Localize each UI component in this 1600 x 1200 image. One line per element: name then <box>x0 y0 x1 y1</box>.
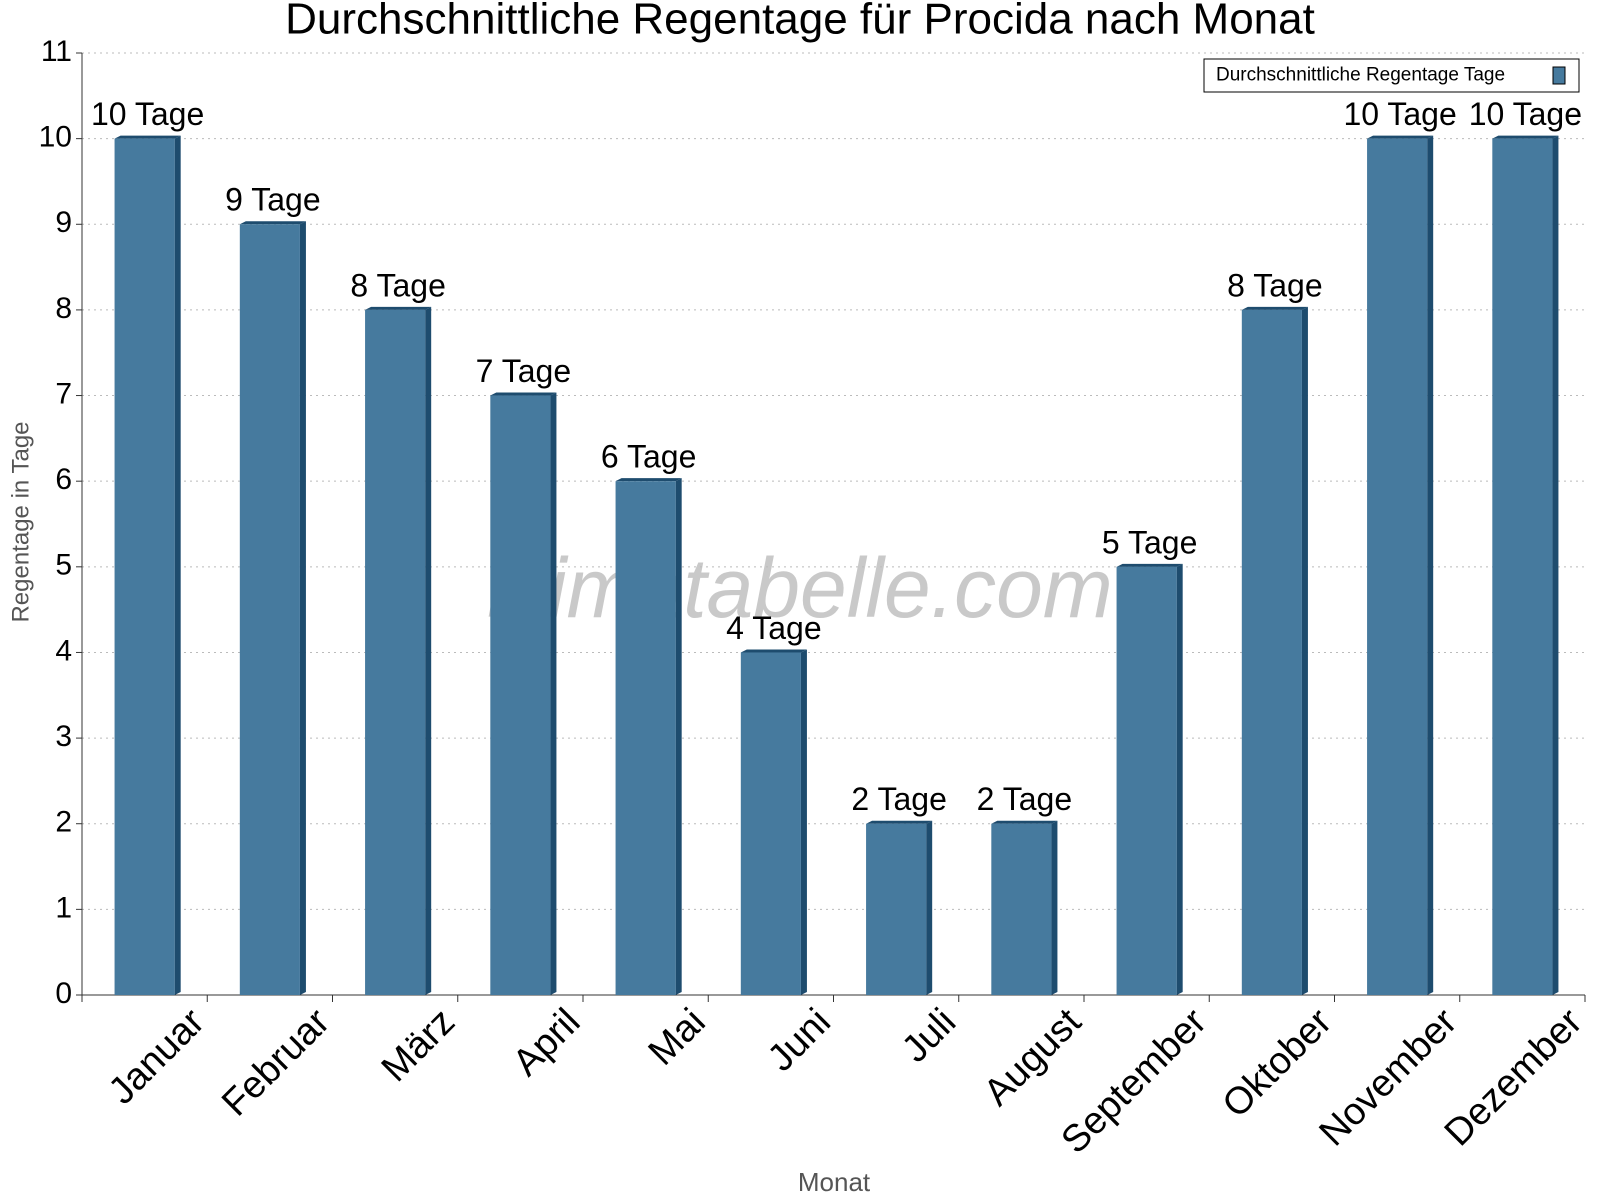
y-tick-label: 2 <box>55 806 72 839</box>
y-tick-label: 10 <box>39 121 72 154</box>
bar-side <box>800 649 807 995</box>
x-axis-label: Monat <box>798 1167 871 1197</box>
x-tick-label: Mai <box>641 1001 714 1074</box>
x-tick-label: Januar <box>101 1001 213 1113</box>
bar-top <box>114 135 181 139</box>
bar-top <box>1367 135 1434 139</box>
bar-side <box>1552 135 1559 996</box>
y-axis-label: Regentage in Tage <box>7 421 34 622</box>
bar <box>239 224 300 996</box>
bar-side <box>550 392 557 996</box>
bar-side <box>299 221 306 996</box>
x-tick-label: August <box>976 1000 1090 1114</box>
data-label: 9 Tage <box>225 182 321 218</box>
y-tick-label: 5 <box>55 549 72 582</box>
bar <box>991 823 1052 995</box>
bar-side <box>1427 135 1434 996</box>
data-label: 5 Tage <box>1102 524 1198 560</box>
y-tick-label: 9 <box>55 206 72 239</box>
bar-top <box>1116 563 1183 567</box>
bar-side <box>675 478 682 995</box>
data-label: 8 Tage <box>350 267 446 303</box>
y-tick-label: 0 <box>55 977 72 1010</box>
bar <box>365 309 426 996</box>
bar-side <box>174 135 181 996</box>
data-label: 10 Tage <box>91 96 204 132</box>
bar <box>740 652 801 995</box>
chart-title: Durchschnittliche Regentage für Procida … <box>285 0 1315 44</box>
bar <box>1492 138 1553 996</box>
x-tick-label: Oktober <box>1215 1001 1341 1127</box>
bar-top <box>866 820 933 824</box>
x-tick-label: Dezember <box>1437 1001 1591 1155</box>
bar-side <box>425 306 432 996</box>
y-tick-label: 1 <box>55 891 72 924</box>
legend-label: Durchschnittliche Regentage Tage <box>1216 65 1505 86</box>
data-label: 6 Tage <box>601 439 697 475</box>
bar <box>1241 309 1302 996</box>
bar-side <box>1051 820 1058 995</box>
bar-top <box>239 221 306 225</box>
data-label: 8 Tage <box>1227 267 1323 303</box>
x-tick-label: März <box>374 1001 463 1090</box>
y-tick-label: 6 <box>55 463 72 496</box>
bar <box>114 138 175 996</box>
bar-top <box>490 392 557 396</box>
bar-top <box>615 478 682 482</box>
legend-box <box>1203 58 1580 93</box>
bar-side <box>926 820 933 995</box>
bar-side <box>1176 563 1183 995</box>
y-tick-label: 11 <box>41 35 72 68</box>
bar-side <box>1301 306 1308 996</box>
bar-top <box>740 649 807 653</box>
bar-top <box>991 820 1058 824</box>
bar-top <box>365 306 432 310</box>
x-tick-label: Juli <box>894 1001 964 1071</box>
bar <box>490 395 551 996</box>
data-label: 2 Tage <box>851 781 947 817</box>
bar-top <box>1241 306 1308 310</box>
data-label: 7 Tage <box>476 353 572 389</box>
watermark: klimatabelle.com <box>487 541 1113 635</box>
y-tick-label: 4 <box>55 634 72 667</box>
bar <box>866 823 927 995</box>
y-tick-label: 3 <box>55 720 72 753</box>
data-label: 4 Tage <box>726 610 822 646</box>
x-tick-label: Februar <box>214 1001 338 1125</box>
x-tick-label: Juni <box>760 1001 839 1080</box>
bar-top <box>1492 135 1559 139</box>
legend-swatch <box>1552 66 1566 85</box>
x-tick-label: April <box>505 1001 588 1084</box>
bar <box>1116 566 1177 995</box>
data-label: 10 Tage <box>1343 96 1456 132</box>
bar <box>1367 138 1428 996</box>
y-tick-label: 7 <box>55 377 72 410</box>
bar <box>615 481 676 995</box>
data-label: 2 Tage <box>977 781 1073 817</box>
y-tick-label: 8 <box>55 292 72 325</box>
data-label: 10 Tage <box>1469 96 1582 132</box>
